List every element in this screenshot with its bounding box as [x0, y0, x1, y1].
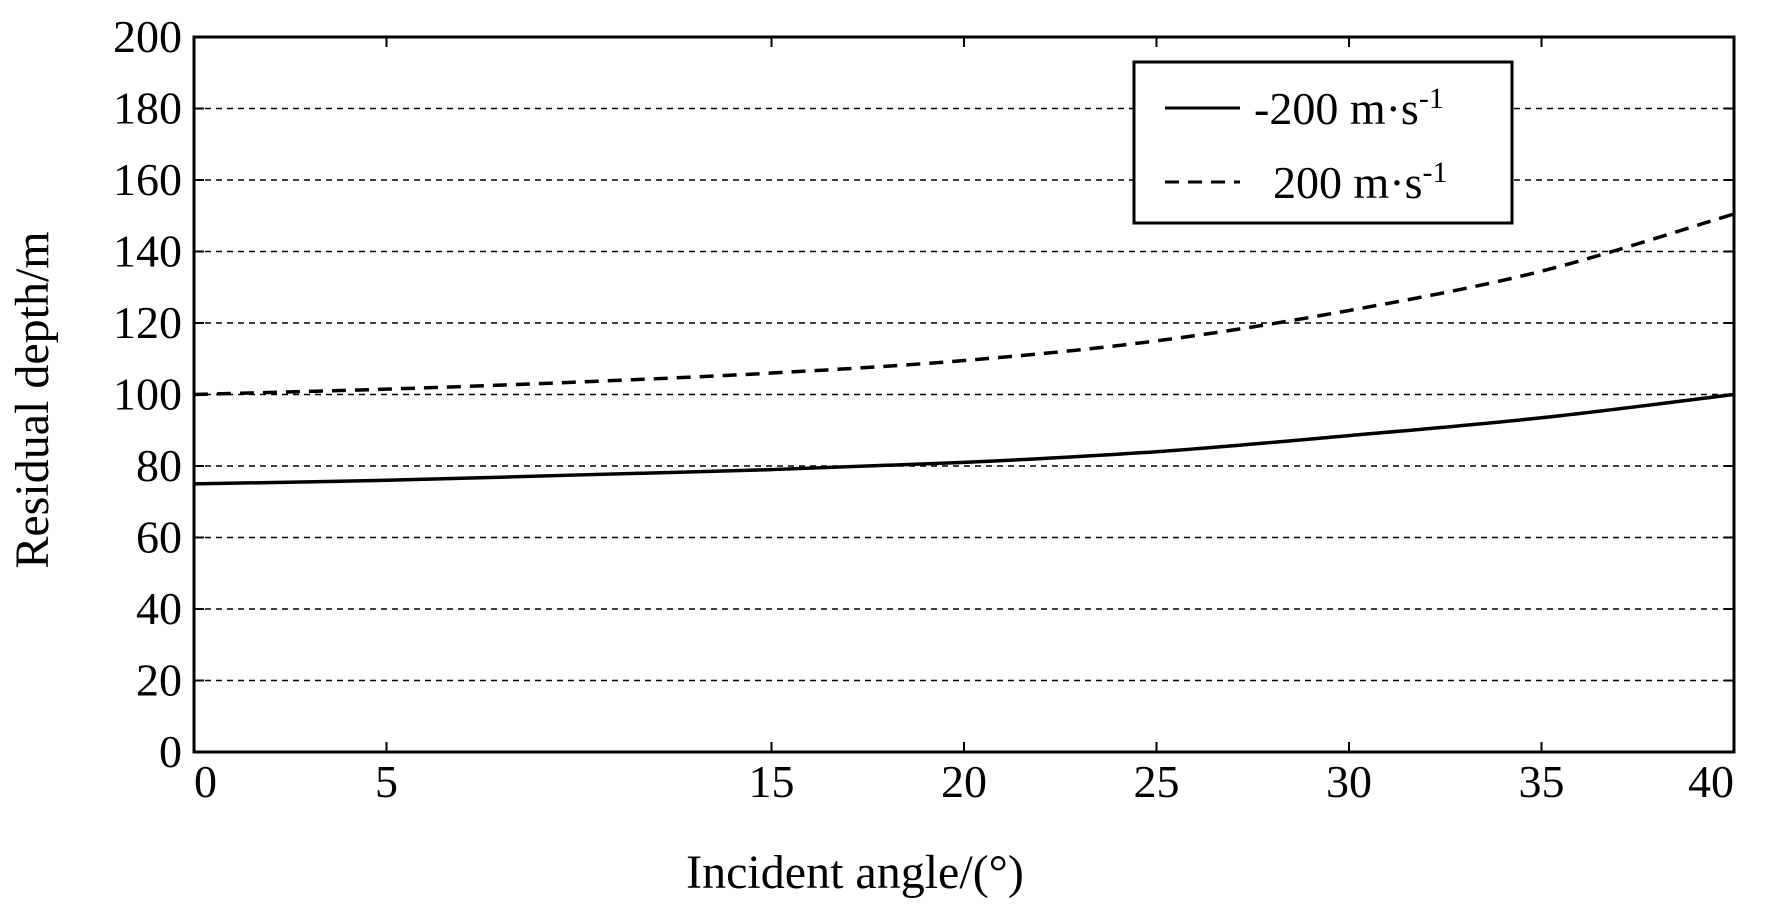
y-tick-label: 180 [113, 83, 182, 134]
legend: -200 m·s-1 200 m·s-1 [1132, 60, 1514, 225]
legend-label-neg200-superscript: -1 [1419, 82, 1444, 115]
gridlines [194, 107, 1734, 682]
x-tick-label: 5 [375, 756, 398, 807]
x-tick-label: 35 [1519, 756, 1565, 807]
x-tick-label: 25 [1134, 756, 1180, 807]
x-tick-label: 0 [194, 756, 217, 807]
x-tick-label: 20 [941, 756, 987, 807]
x-tick-label: 40 [1688, 756, 1734, 807]
y-tick-label: 40 [136, 583, 182, 634]
legend-label-pos200-superscript: -1 [1423, 156, 1448, 189]
x-tick-label: 15 [749, 756, 795, 807]
y-tick-label: 60 [136, 512, 182, 563]
y-tick-label: 160 [113, 154, 182, 205]
y-tick-label: 80 [136, 440, 182, 491]
x-tick-label: 30 [1326, 756, 1372, 807]
y-tick-label: 20 [136, 655, 182, 706]
y-axis-title: Residual depth/m [6, 231, 59, 568]
legend-label-neg200: -200 m·s-1 [1254, 82, 1444, 134]
y-tick-label: 140 [113, 226, 182, 277]
series-lines [193, 212, 1735, 486]
legend-box [1132, 60, 1514, 225]
x-axis-title: Incident angle/(°) [686, 846, 1024, 899]
legend-label-pos200: 200 m·s-1 [1273, 156, 1448, 208]
legend-label-pos200-text: 200 m·s [1273, 157, 1423, 208]
series-line-neg200 [193, 392, 1735, 486]
series-line-pos200 [193, 212, 1735, 397]
x-axis-ticks: 0 5 15 20 25 30 35 40 [193, 37, 1735, 807]
y-tick-label: 0 [159, 726, 182, 777]
legend-label-neg200-text: -200 m·s [1254, 83, 1419, 134]
y-tick-label: 200 [113, 11, 182, 62]
y-axis-ticks: 0 20 40 60 80 100 120 140 160 180 200 [113, 11, 1734, 777]
y-tick-label: 100 [113, 369, 182, 420]
y-tick-label: 120 [113, 297, 182, 348]
